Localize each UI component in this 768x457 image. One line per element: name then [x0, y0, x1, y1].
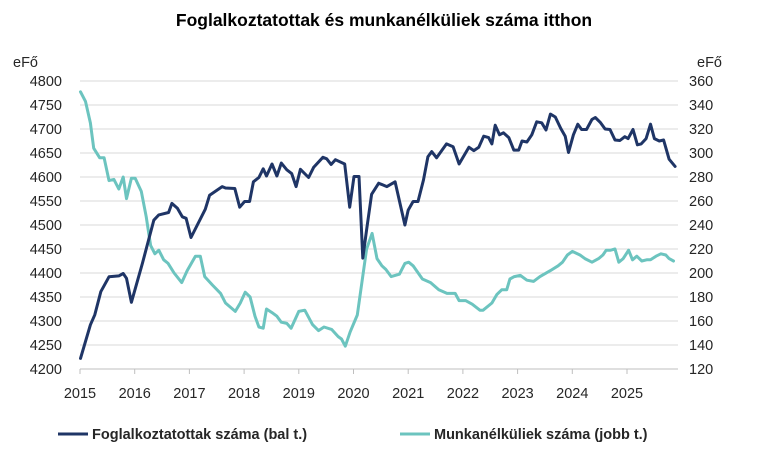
x-tick-label: 2021: [392, 386, 424, 402]
y-left-tick-label: 4500: [30, 218, 62, 234]
x-tick-label: 2020: [337, 386, 369, 402]
x-tick-label: 2023: [501, 386, 533, 402]
gridlines: [80, 80, 678, 346]
x-tick-label: 2024: [556, 386, 588, 402]
x-tick-label: 2018: [228, 386, 260, 402]
y-left-tick-label: 4800: [30, 74, 62, 90]
y-left-tick-label: 4750: [30, 98, 62, 114]
y-right-tick-label: 240: [689, 218, 713, 234]
legend-label-employed: Foglalkoztatottak száma (bal t.): [92, 427, 307, 443]
series-line-employed: [79, 112, 677, 360]
y-right-tick-label: 200: [689, 266, 713, 282]
y-left-tick-label: 4650: [30, 146, 62, 162]
y-left-tick-label: 4300: [30, 314, 62, 330]
x-tick-label: 2025: [611, 386, 643, 402]
y-left-tick-label: 4250: [30, 338, 62, 354]
y-left-tick-label: 4700: [30, 122, 62, 138]
y-right-axis: 120 140 160 180 200 220 240 260 280 300 320 340 360: [689, 74, 713, 378]
y-right-tick-label: 320: [689, 122, 713, 138]
y-right-tick-label: 220: [689, 242, 713, 258]
y-left-tick-label: 4400: [30, 266, 62, 282]
y-right-tick-label: 160: [689, 314, 713, 330]
x-tick-label: 2019: [283, 386, 315, 402]
y-right-tick-label: 180: [689, 290, 713, 306]
x-tick-label: 2016: [119, 386, 151, 402]
series-line-unemployed: [79, 90, 675, 348]
series-lines: [79, 90, 677, 360]
y-right-tick-label: 260: [689, 194, 713, 210]
y-right-tick-label: 340: [689, 98, 713, 114]
y-right-tick-label: 280: [689, 170, 713, 186]
y-right-tick-label: 120: [689, 362, 713, 378]
y-right-tick-label: 300: [689, 146, 713, 162]
y-left-tick-label: 4550: [30, 194, 62, 210]
y-left-axis: 4200 4250 4300 4350 4400 4450 4500 4550 4600 4650…: [30, 74, 62, 378]
x-tick-label: 2022: [447, 386, 479, 402]
y-left-tick-label: 4450: [30, 242, 62, 258]
y-right-tick-label: 140: [689, 338, 713, 354]
x-axis: 2015 2016 2017 2018 2019 2020 2021 2022 2023 2024…: [64, 368, 678, 402]
chart-title: Foglalkoztatottak és munkanélküliek szám…: [176, 10, 592, 30]
x-tick-label: 2017: [173, 386, 205, 402]
y-right-unit-label: eFő: [697, 55, 722, 71]
y-left-tick-label: 4200: [30, 362, 62, 378]
y-right-tick-label: 360: [689, 74, 713, 90]
legend-label-unemployed: Munkanélküliek száma (jobb t.): [434, 427, 648, 443]
y-left-tick-label: 4350: [30, 290, 62, 306]
x-tick-label: 2015: [64, 386, 96, 402]
y-left-tick-label: 4600: [30, 170, 62, 186]
y-left-unit-label: eFő: [13, 55, 38, 71]
legend: Foglalkoztatottak száma (bal t.) Munkané…: [58, 427, 648, 443]
